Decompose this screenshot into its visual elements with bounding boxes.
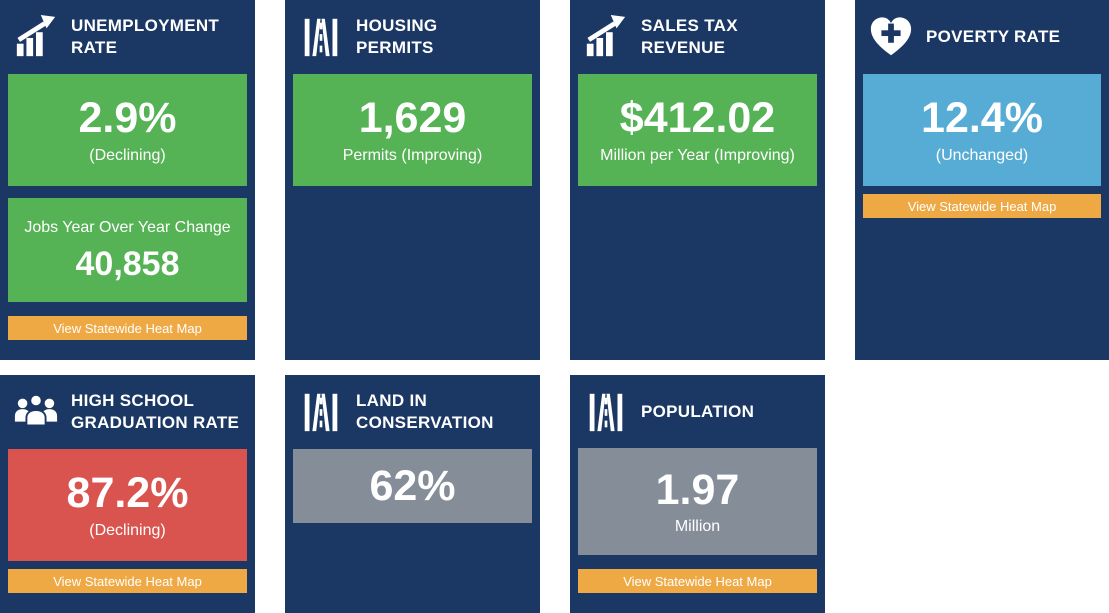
stat-caption: Million per Year (Improving)	[600, 146, 795, 164]
card-title-line: UNEMPLOYMENT	[71, 16, 220, 35]
card-high-school-graduation-rate: HIGH SCHOOL GRADUATION RATE 87.2% (Decli…	[0, 375, 255, 613]
graduation-rate-stat-box: 87.2% (Declining)	[8, 449, 247, 561]
highway-icon	[297, 13, 345, 61]
card-title: HIGH SCHOOL GRADUATION RATE	[71, 390, 239, 434]
card-sales-tax-revenue: SALES TAX REVENUE $412.02 Million per Ye…	[570, 0, 825, 360]
people-icon	[12, 388, 60, 436]
card-population: POPULATION 1.97 Million View Statewide H…	[570, 375, 825, 613]
card-title-line: POPULATION	[641, 402, 755, 421]
card-title-line: REVENUE	[641, 38, 726, 57]
view-heat-map-button[interactable]: View Statewide Heat Map	[8, 316, 247, 340]
card-header: POVERTY RATE	[867, 10, 1101, 64]
card-header: LAND IN CONSERVATION	[297, 385, 532, 439]
stat-value: 1,629	[358, 94, 467, 143]
stat-value: 87.2%	[66, 469, 189, 518]
chart-up-icon	[12, 13, 60, 61]
card-title-line: CONSERVATION	[356, 413, 494, 432]
card-title: POPULATION	[641, 401, 754, 423]
jobs-change-label: Jobs Year Over Year Change	[24, 218, 231, 236]
card-title: SALES TAX REVENUE	[641, 15, 738, 59]
card-poverty-rate: POVERTY RATE 12.4% (Unchanged) View Stat…	[855, 0, 1109, 360]
heart-plus-icon	[867, 13, 915, 61]
stat-value: 2.9%	[78, 94, 177, 143]
view-heat-map-button[interactable]: View Statewide Heat Map	[578, 569, 817, 593]
card-title: LAND IN CONSERVATION	[356, 390, 494, 434]
unemployment-stat-box: 2.9% (Declining)	[8, 74, 247, 186]
stat-value: 1.97	[655, 465, 740, 514]
card-header: HOUSING PERMITS	[297, 10, 532, 64]
card-title: UNEMPLOYMENT RATE	[71, 15, 219, 59]
stat-caption: Million	[674, 518, 721, 536]
population-stat-box: 1.97 Million	[578, 448, 817, 555]
view-heat-map-button[interactable]: View Statewide Heat Map	[863, 194, 1101, 218]
card-title-line: LAND IN	[356, 391, 428, 410]
card-title-line: RATE	[71, 38, 118, 57]
card-land-in-conservation: LAND IN CONSERVATION 62%	[285, 375, 540, 613]
card-title-line: GRADUATION RATE	[71, 413, 240, 432]
card-header: UNEMPLOYMENT RATE	[12, 10, 247, 64]
card-header: SALES TAX REVENUE	[582, 10, 817, 64]
conservation-stat-box: 62%	[293, 449, 532, 523]
card-title-line: SALES TAX	[641, 16, 738, 35]
stat-caption: Permits (Improving)	[342, 146, 483, 164]
card-header: POPULATION	[582, 385, 817, 439]
card-title-line: HIGH SCHOOL	[71, 391, 195, 410]
card-title-line: POVERTY RATE	[926, 27, 1061, 46]
jobs-change-stat-box: Jobs Year Over Year Change 40,858	[8, 198, 247, 302]
card-title: POVERTY RATE	[926, 26, 1060, 48]
poverty-rate-stat-box: 12.4% (Unchanged)	[863, 74, 1101, 186]
stat-caption: (Declining)	[89, 146, 166, 164]
stat-value: 62%	[369, 461, 456, 510]
card-title: HOUSING PERMITS	[356, 15, 437, 59]
highway-icon	[297, 388, 345, 436]
card-unemployment-rate: UNEMPLOYMENT RATE 2.9% (Declining) Jobs …	[0, 0, 255, 360]
stat-value: 12.4%	[921, 94, 1043, 143]
stat-caption: (Unchanged)	[935, 146, 1029, 164]
jobs-change-value: 40,858	[75, 244, 180, 283]
card-title-line: PERMITS	[356, 38, 434, 57]
sales-tax-stat-box: $412.02 Million per Year (Improving)	[578, 74, 817, 186]
stat-value: $412.02	[619, 94, 776, 143]
card-title-line: HOUSING	[356, 16, 438, 35]
card-header: HIGH SCHOOL GRADUATION RATE	[12, 385, 247, 439]
view-heat-map-button[interactable]: View Statewide Heat Map	[8, 569, 247, 593]
chart-up-icon	[582, 13, 630, 61]
stat-caption: (Declining)	[89, 521, 166, 539]
highway-icon	[582, 388, 630, 436]
card-housing-permits: HOUSING PERMITS 1,629 Permits (Improving…	[285, 0, 540, 360]
housing-permits-stat-box: 1,629 Permits (Improving)	[293, 74, 532, 186]
